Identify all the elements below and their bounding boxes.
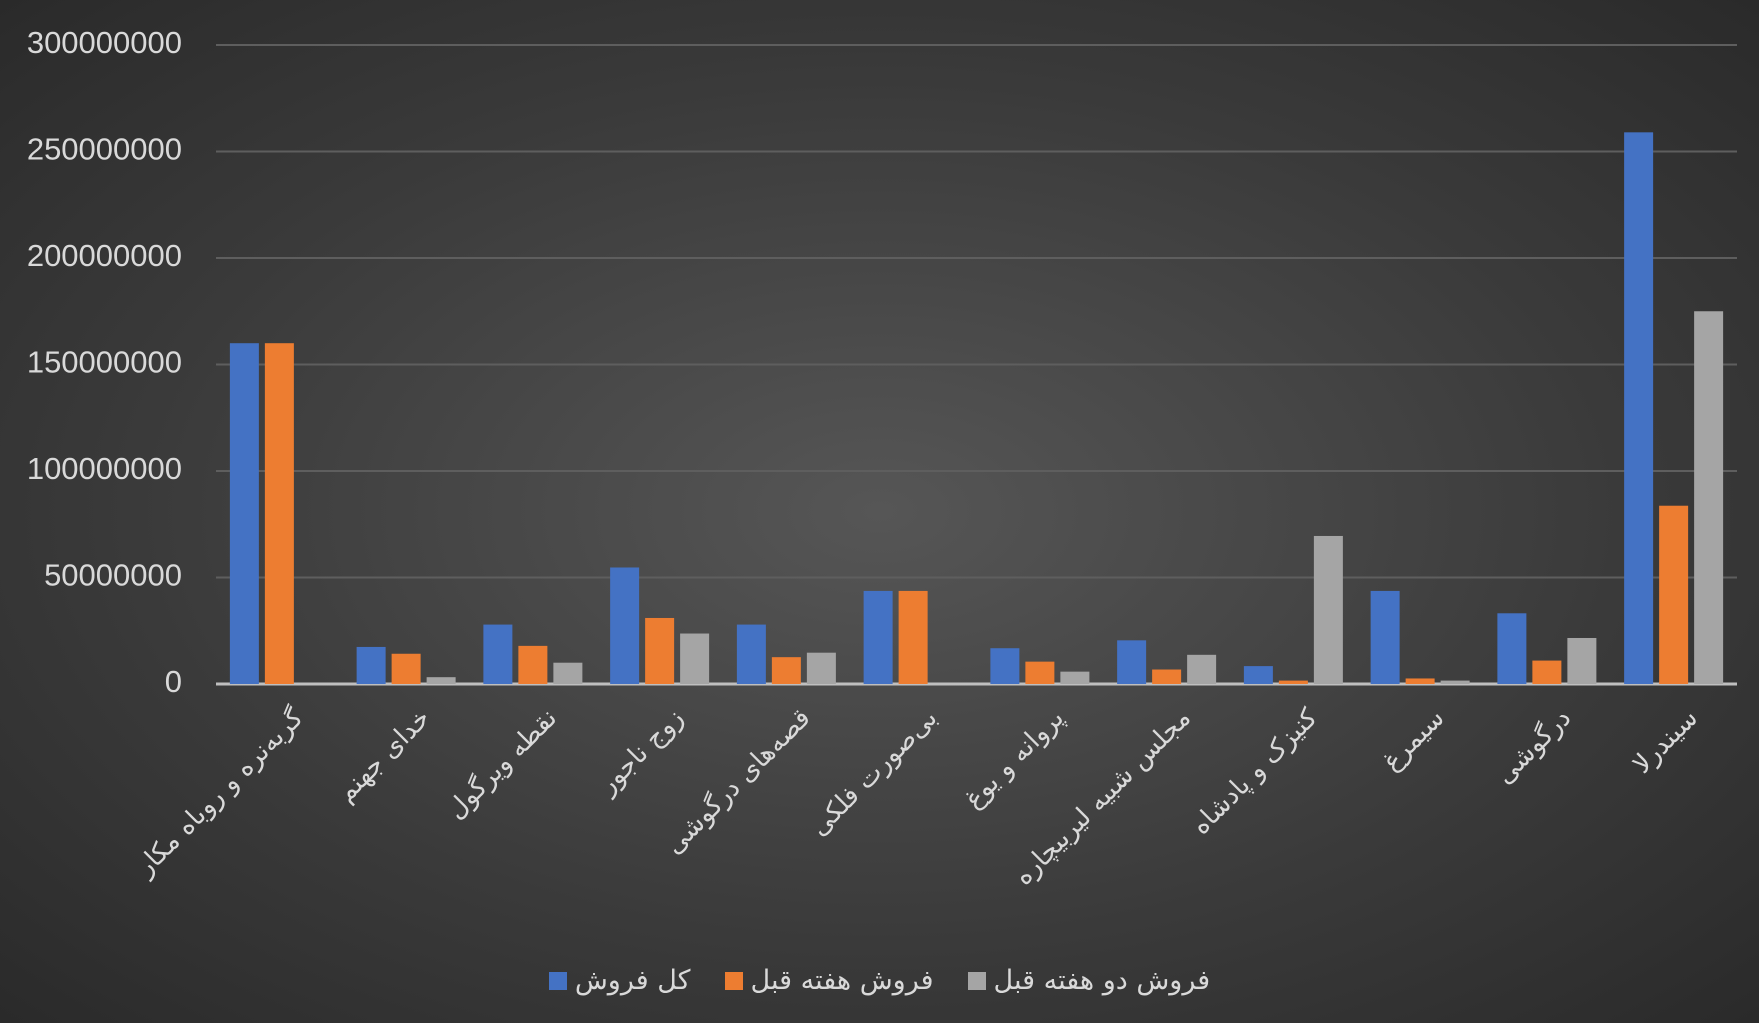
bar [426,677,456,684]
x-tick-label: بی‌صورت فلکی [804,703,943,842]
bar [736,624,766,684]
bar [1659,505,1689,684]
x-tick-label: سیمرغ [1376,703,1450,777]
legend-label: کل فروش [574,965,691,996]
x-tick-label: گربه‌نره و روباه مکار [129,702,311,884]
bar [1152,669,1182,684]
bar [1624,132,1654,684]
y-tick-label: 150000000 [27,345,182,380]
bar [898,590,928,684]
y-tick-label: 0 [165,664,182,699]
bar [645,617,675,684]
bar [391,653,421,684]
y-tick-label: 300000000 [27,25,182,60]
bar [863,590,893,684]
legend-label: فروش هفته قبل [750,965,934,996]
bar [1025,661,1055,684]
x-tick-label: درگوشی [1489,702,1577,790]
bar [1187,654,1217,684]
bar [1532,660,1562,684]
legend-swatch [967,971,986,990]
x-tick-label: زوج ناجور [591,703,690,802]
bar [990,648,1020,684]
bar [1370,590,1400,684]
legend-swatch [724,971,743,990]
bar [229,343,259,684]
y-tick-label: 200000000 [27,238,182,273]
bar [1313,535,1343,684]
bar [1278,680,1308,684]
bar [1694,311,1724,684]
bar [1060,671,1090,684]
bar [1405,678,1435,684]
bar [1117,640,1147,684]
bar [518,645,548,684]
legend: کل فروش فروش هفته قبل فروش دو هفته قبل [0,965,1759,996]
legend-item: فروش هفته قبل [724,965,934,996]
bar [610,567,640,684]
x-tick-label: سیندرلا [1627,703,1704,780]
x-tick-label: پروانه و یوغ [959,703,1071,815]
y-tick-label: 250000000 [27,132,182,167]
bar [680,633,710,684]
legend-item: کل فروش [548,965,691,996]
bar [356,646,386,684]
bar [806,652,836,684]
bar [264,343,294,684]
bar [1440,680,1470,684]
bar [1243,666,1273,684]
bar [553,662,583,684]
x-tick-label: خدای جهنم [331,703,436,808]
bar [483,624,513,684]
legend-label: فروش دو هفته قبل [993,965,1211,996]
bar [1567,637,1597,684]
legend-swatch [548,971,567,990]
y-tick-label: 50000000 [44,558,182,593]
x-tick-label: کنیزک و پادشاه [1186,703,1324,841]
bar [771,657,801,684]
x-tick-label: نقطه ویرگول [440,702,563,825]
bar [1497,613,1527,684]
legend-item: فروش دو هفته قبل [967,965,1211,996]
y-tick-label: 100000000 [27,451,182,486]
